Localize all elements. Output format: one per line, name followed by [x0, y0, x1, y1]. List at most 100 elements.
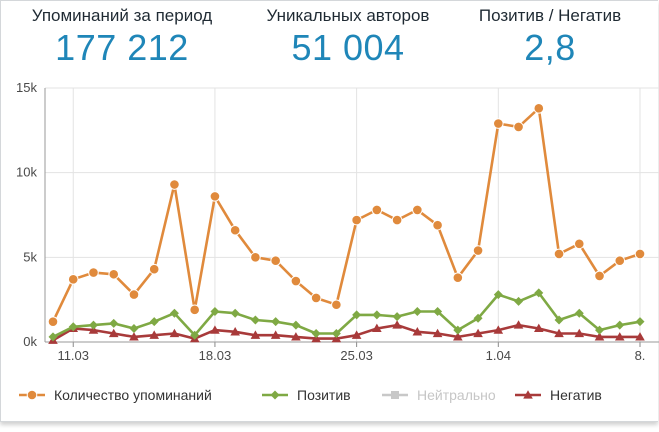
y-tick-label: 0k: [23, 334, 37, 349]
data-point-mentions: [634, 248, 646, 260]
chart-panel: [0, 0, 658, 422]
data-point-positive: [635, 317, 645, 327]
series-line-mentions: [51, 106, 641, 323]
legend-marker-neutral: [391, 391, 399, 399]
data-point-positive: [554, 315, 564, 325]
data-point-negative: [614, 332, 625, 341]
data-point-mentions: [169, 179, 180, 190]
data-point-positive: [433, 307, 443, 317]
data-point-negative: [291, 332, 301, 341]
data-point-positive: [453, 325, 463, 335]
data-point-positive: [534, 288, 544, 298]
series-line-positive: [52, 291, 641, 339]
data-point-mentions: [88, 267, 99, 278]
legend-item-mentions[interactable]: Количество упоминаний: [54, 387, 212, 403]
data-point-mentions: [310, 292, 322, 304]
data-point-negative: [635, 332, 645, 341]
data-point-positive: [372, 310, 382, 320]
data-point-positive: [250, 315, 260, 325]
data-point-mentions: [250, 252, 261, 263]
data-point-positive: [352, 310, 362, 320]
data-point-mentions: [573, 238, 585, 250]
data-point-mentions: [209, 191, 221, 202]
data-point-mentions: [493, 118, 504, 129]
data-point-mentions: [533, 103, 545, 114]
stat-authors-label: Уникальных авторов: [266, 6, 430, 25]
data-point-mentions: [290, 275, 302, 287]
data-point-negative: [372, 323, 382, 333]
data-point-negative: [554, 328, 564, 338]
data-point-negative: [210, 325, 220, 334]
data-point-positive: [473, 313, 483, 323]
data-point-positive: [514, 296, 524, 306]
data-point-positive: [210, 307, 220, 317]
legend-item-positive[interactable]: Позитив: [297, 387, 351, 403]
stat-sentiment: Позитив / Негатив 2,8: [470, 6, 630, 69]
data-point-mentions: [270, 255, 281, 267]
series-line-negative: [52, 323, 640, 342]
data-point-negative: [392, 320, 402, 329]
stat-mentions: Упоминаний за период 177 212: [22, 6, 222, 69]
data-point-positive: [190, 330, 200, 340]
data-point-positive: [595, 325, 605, 335]
stats-header: Упоминаний за период 177 212 Уникальных …: [0, 0, 659, 80]
data-point-negative: [230, 327, 240, 336]
data-point-mentions: [412, 204, 423, 216]
legend-marker-positive: [270, 390, 280, 400]
data-point-negative: [513, 320, 524, 329]
data-point-positive: [68, 322, 78, 332]
data-point-negative: [594, 332, 605, 341]
data-point-positive: [149, 317, 159, 327]
data-point-positive: [129, 323, 139, 333]
data-point-mentions: [513, 121, 524, 133]
data-point-positive: [574, 308, 584, 318]
legend-item-negative[interactable]: Негатив: [550, 387, 602, 403]
data-point-mentions: [128, 289, 140, 300]
x-tick-label: 25.03: [340, 348, 373, 363]
data-point-positive: [109, 318, 119, 328]
data-point-negative: [351, 330, 362, 339]
data-point-mentions: [331, 299, 342, 311]
x-tick-label: 8.: [635, 348, 646, 363]
data-point-mentions: [452, 272, 464, 283]
data-point-positive: [48, 332, 58, 342]
data-point-mentions: [472, 245, 484, 256]
data-point-negative: [250, 330, 261, 339]
data-point-positive: [311, 329, 321, 339]
data-point-positive: [331, 329, 341, 339]
stat-sentiment-value: 2,8: [524, 27, 576, 68]
data-point-positive: [392, 312, 402, 322]
x-tick-label: 11.03: [57, 348, 89, 363]
data-point-negative: [149, 330, 160, 339]
data-point-negative: [533, 323, 544, 333]
line-chart: 0k 5k 10k 15k 11.03 18.03 25.03 1.04 8. Количеств…: [16, 80, 659, 403]
data-point-negative: [108, 328, 119, 338]
legend-marker-mentions: [26, 389, 38, 401]
stat-sentiment-label: Позитив / Негатив: [478, 6, 622, 25]
legend-item-neutral[interactable]: Нейтрально: [417, 387, 496, 403]
data-point-negative: [129, 332, 139, 341]
data-point-mentions: [229, 224, 241, 236]
data-point-mentions: [148, 263, 160, 275]
x-tick-label: 18.03: [199, 348, 232, 363]
data-point-positive: [615, 320, 625, 330]
data-point-mentions: [351, 214, 362, 226]
data-point-mentions: [614, 255, 626, 267]
data-point-negative: [453, 332, 463, 341]
data-point-negative: [473, 328, 483, 338]
data-point-positive: [493, 290, 503, 300]
stat-authors-value: 51 004: [291, 27, 405, 68]
data-point-positive: [230, 308, 240, 318]
x-tick-label: 1.04: [486, 348, 511, 363]
data-point-mentions: [371, 204, 383, 216]
stat-authors: Уникальных авторов 51 004: [258, 6, 438, 69]
stat-mentions-label: Упоминаний за период: [31, 6, 213, 25]
data-point-positive: [412, 307, 422, 317]
data-point-mentions: [189, 304, 200, 316]
data-point-negative: [432, 328, 443, 338]
data-point-negative: [270, 330, 281, 339]
data-point-positive: [291, 320, 301, 330]
data-point-positive: [169, 308, 179, 318]
stat-mentions-value: 177 212: [55, 27, 189, 68]
y-tick-label: 5k: [23, 249, 37, 264]
